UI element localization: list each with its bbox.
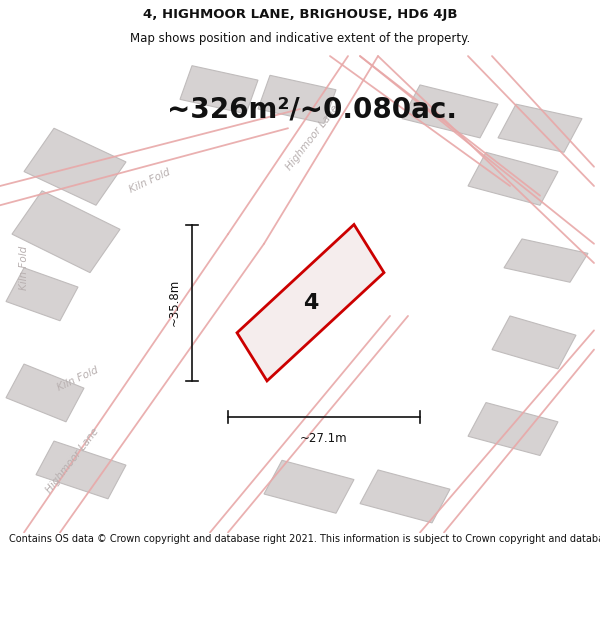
Polygon shape [237, 224, 384, 381]
Polygon shape [492, 316, 576, 369]
Text: Kiln Fold: Kiln Fold [128, 168, 172, 195]
Polygon shape [402, 85, 498, 138]
Polygon shape [36, 441, 126, 499]
Text: Highmoor Lane: Highmoor Lane [284, 104, 340, 172]
Polygon shape [6, 268, 78, 321]
Polygon shape [6, 364, 84, 422]
Text: ~27.1m: ~27.1m [300, 432, 348, 445]
Polygon shape [468, 152, 558, 205]
Polygon shape [498, 104, 582, 152]
Polygon shape [360, 470, 450, 523]
Text: Map shows position and indicative extent of the property.: Map shows position and indicative extent… [130, 32, 470, 45]
Text: Contains OS data © Crown copyright and database right 2021. This information is : Contains OS data © Crown copyright and d… [9, 534, 600, 544]
Text: Kiln Fold: Kiln Fold [56, 364, 100, 392]
Polygon shape [12, 191, 120, 272]
Text: 4, HIGHMOOR LANE, BRIGHOUSE, HD6 4JB: 4, HIGHMOOR LANE, BRIGHOUSE, HD6 4JB [143, 8, 457, 21]
Polygon shape [180, 66, 258, 114]
Polygon shape [504, 239, 588, 282]
Polygon shape [258, 75, 336, 124]
Text: ~35.8m: ~35.8m [167, 279, 181, 326]
Text: ~326m²/~0.080ac.: ~326m²/~0.080ac. [167, 95, 457, 123]
Polygon shape [24, 128, 126, 205]
Polygon shape [264, 460, 354, 513]
Text: 4: 4 [303, 292, 318, 312]
Text: Kiln Fold: Kiln Fold [19, 246, 29, 290]
Text: Highmoor Lane: Highmoor Lane [44, 426, 100, 494]
Polygon shape [468, 402, 558, 456]
